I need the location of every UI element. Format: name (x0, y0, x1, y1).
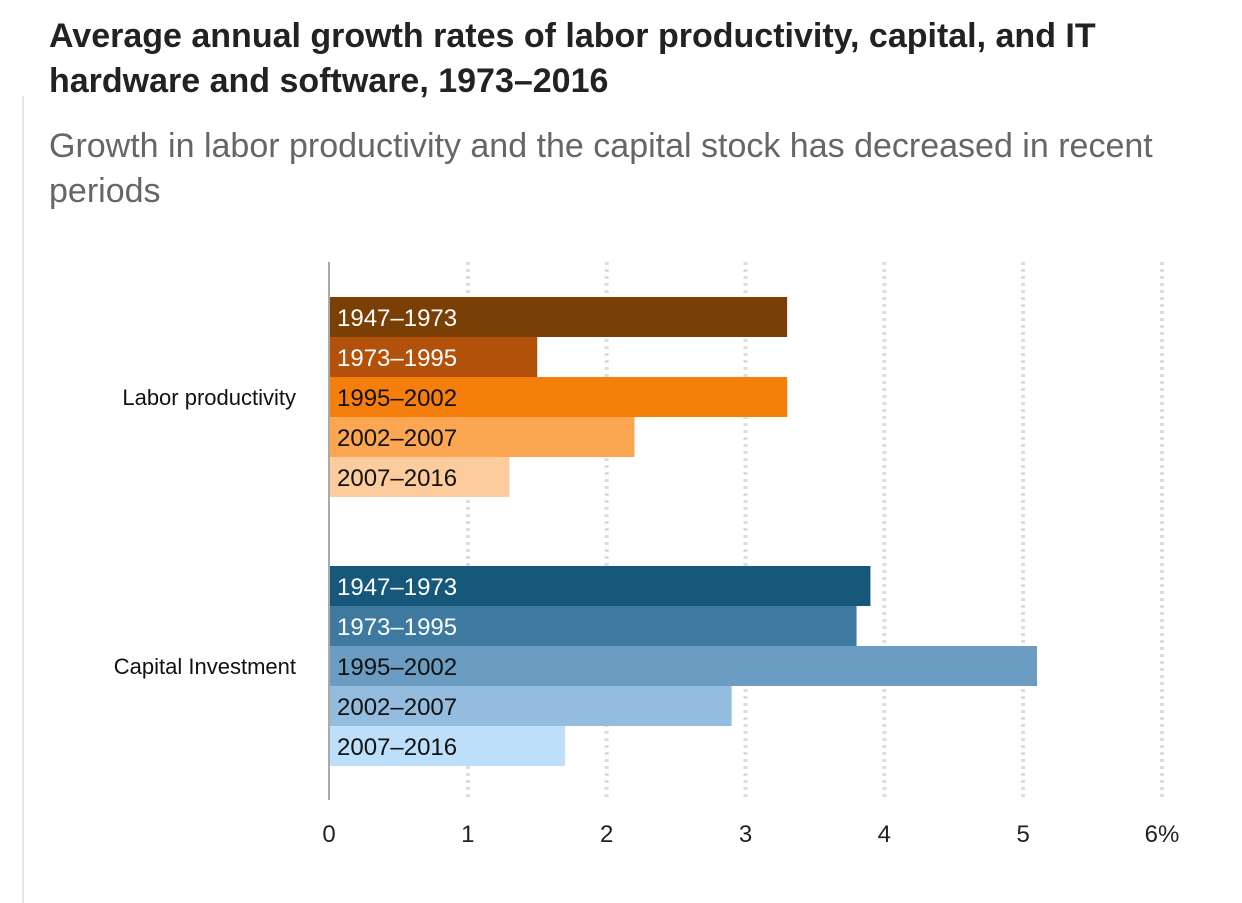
x-tick-label: 1 (461, 821, 474, 848)
bar-labor-productivity-0 (329, 297, 788, 337)
bar-label: 1995–2002 (337, 654, 457, 681)
bar-labor-productivity-1 (329, 337, 538, 377)
bar-label: 1947–1973 (337, 574, 457, 601)
bar-capital-investment-1 (329, 606, 857, 646)
bar-labor-productivity-2 (329, 377, 788, 417)
bar-label: 2007–2016 (337, 465, 457, 492)
bar-label: 2002–2007 (337, 694, 457, 721)
chart-title: Average annual growth rates of labor pro… (49, 17, 1096, 100)
x-tick-label: 0 (322, 821, 335, 848)
bar-capital-investment-0 (329, 566, 871, 606)
bar-label: 1973–1995 (337, 614, 457, 641)
x-tick-label: 5 (1016, 821, 1029, 848)
bar-label: 2002–2007 (337, 425, 457, 452)
bar-label: 1947–1973 (337, 305, 457, 332)
bar-label: 1973–1995 (337, 345, 457, 372)
bars: 1947–1973 1973–1995 1995–2002 2002–2007 2007… (329, 297, 1038, 766)
x-tick-label: 4 (878, 821, 891, 848)
bar-capital-investment-3 (329, 686, 732, 726)
bar-label: 2007–2016 (337, 734, 457, 761)
left-border-rule (22, 96, 24, 903)
x-tick-label: 6% (1145, 821, 1180, 848)
category-label: Capital Investment (114, 654, 296, 679)
x-tick-label: 2 (600, 821, 613, 848)
bar-label: 1995–2002 (337, 385, 457, 412)
category-label: Labor productivity (122, 385, 296, 410)
bar-capital-investment-4 (329, 726, 566, 766)
bar-labor-productivity-4 (329, 457, 510, 497)
bar-capital-investment-2 (329, 646, 1038, 686)
axes: Labor productivity Capital Investment 0 1 2 3… (114, 262, 1180, 848)
bar-labor-productivity-3 (329, 417, 635, 457)
x-tick-label: 3 (739, 821, 752, 848)
chart-subtitle: Growth in labor productivity and the cap… (49, 127, 1153, 210)
